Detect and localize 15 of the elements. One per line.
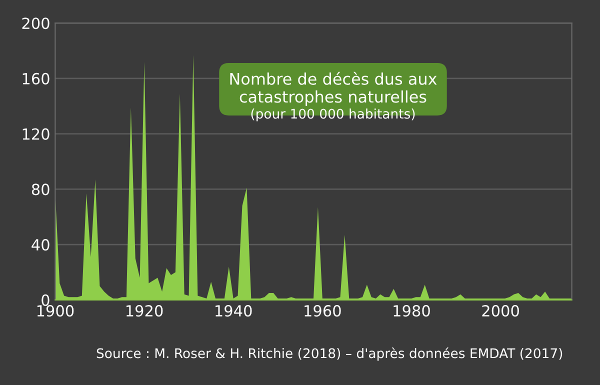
x-tick-label: 1980 — [394, 305, 430, 317]
y-tick-label: 80 — [32, 184, 50, 196]
x-tick-label: 2000 — [482, 305, 519, 317]
y-tick-label: 200 — [22, 18, 50, 30]
y-tick-label: 40 — [32, 239, 50, 251]
x-tick-label: 1960 — [304, 305, 341, 317]
y-tick-label: 120 — [22, 128, 50, 140]
x-tick-label: 1920 — [126, 305, 163, 317]
source-note: Source : M. Roser & H. Ritchie (2018) – d'après données EMDAT (2017) — [96, 347, 562, 361]
x-tick-label: 1940 — [216, 305, 252, 317]
y-tick-label: 0 — [42, 294, 50, 306]
text: Nombre de décès dus aux catastrophes naturelles — [230, 72, 437, 106]
text: (pour 100 000 habitants) — [251, 108, 415, 122]
y-tick-label: 160 — [22, 72, 50, 84]
x-tick-label: 1900 — [37, 305, 74, 317]
